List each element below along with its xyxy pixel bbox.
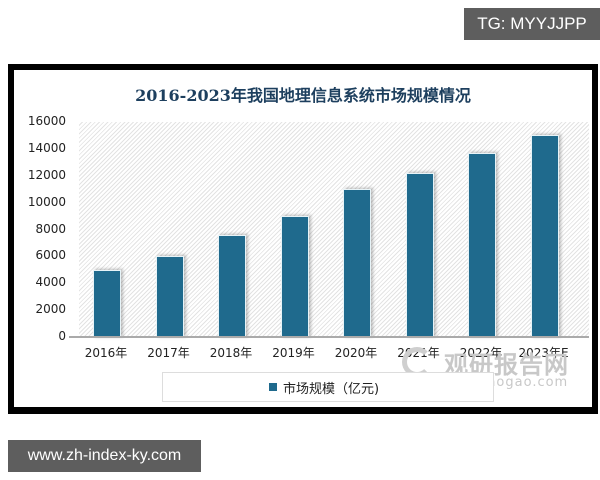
chart-title: 2016-2023年我国地理信息系统市场规模情况 bbox=[135, 86, 471, 105]
x-tick-label: 2016年 bbox=[84, 346, 128, 360]
legend-swatch-icon bbox=[269, 383, 277, 391]
x-tick-label: 2019年 bbox=[272, 346, 315, 360]
y-tick-label: 0 bbox=[58, 329, 66, 343]
y-tick-label: 8000 bbox=[35, 221, 66, 236]
y-tick-label: 6000 bbox=[35, 248, 66, 263]
chart-panel: 2016-2023年我国地理信息系统市场规模情况 16000 14000 12000… bbox=[14, 70, 592, 407]
y-tick-label: 14000 bbox=[27, 140, 66, 155]
bar-0 bbox=[93, 269, 121, 338]
x-tick-label: 2023年E bbox=[518, 346, 569, 360]
y-tick-label: 4000 bbox=[35, 275, 66, 290]
x-tick-label: 2017年 bbox=[147, 346, 190, 360]
bar-7 bbox=[530, 135, 559, 338]
bar-1 bbox=[155, 256, 184, 338]
y-tick-label: 10000 bbox=[27, 194, 66, 209]
x-axis-line bbox=[69, 336, 589, 338]
bar-3 bbox=[280, 216, 309, 338]
bar-5 bbox=[405, 173, 434, 338]
y-tick-label: 2000 bbox=[35, 302, 66, 317]
legend: 市场规模（亿元) bbox=[162, 372, 494, 402]
x-tick-label: 2018年 bbox=[209, 346, 253, 360]
x-tick-label: 2020年 bbox=[334, 346, 378, 360]
url-badge: www.zh-index-ky.com bbox=[8, 440, 201, 472]
tg-badge: TG: MYYJJPP bbox=[464, 8, 600, 40]
x-tick-label: 2022年 bbox=[459, 346, 503, 360]
y-tick-label: 16000 bbox=[27, 114, 66, 128]
bar-2 bbox=[218, 234, 246, 338]
bar-4 bbox=[343, 189, 371, 338]
chart-frame: 2016-2023年我国地理信息系统市场规模情况 16000 14000 12000… bbox=[8, 64, 598, 414]
legend-label: 市场规模（亿元) bbox=[283, 382, 380, 397]
y-tick-label: 12000 bbox=[27, 167, 66, 182]
bar-6 bbox=[468, 152, 496, 338]
